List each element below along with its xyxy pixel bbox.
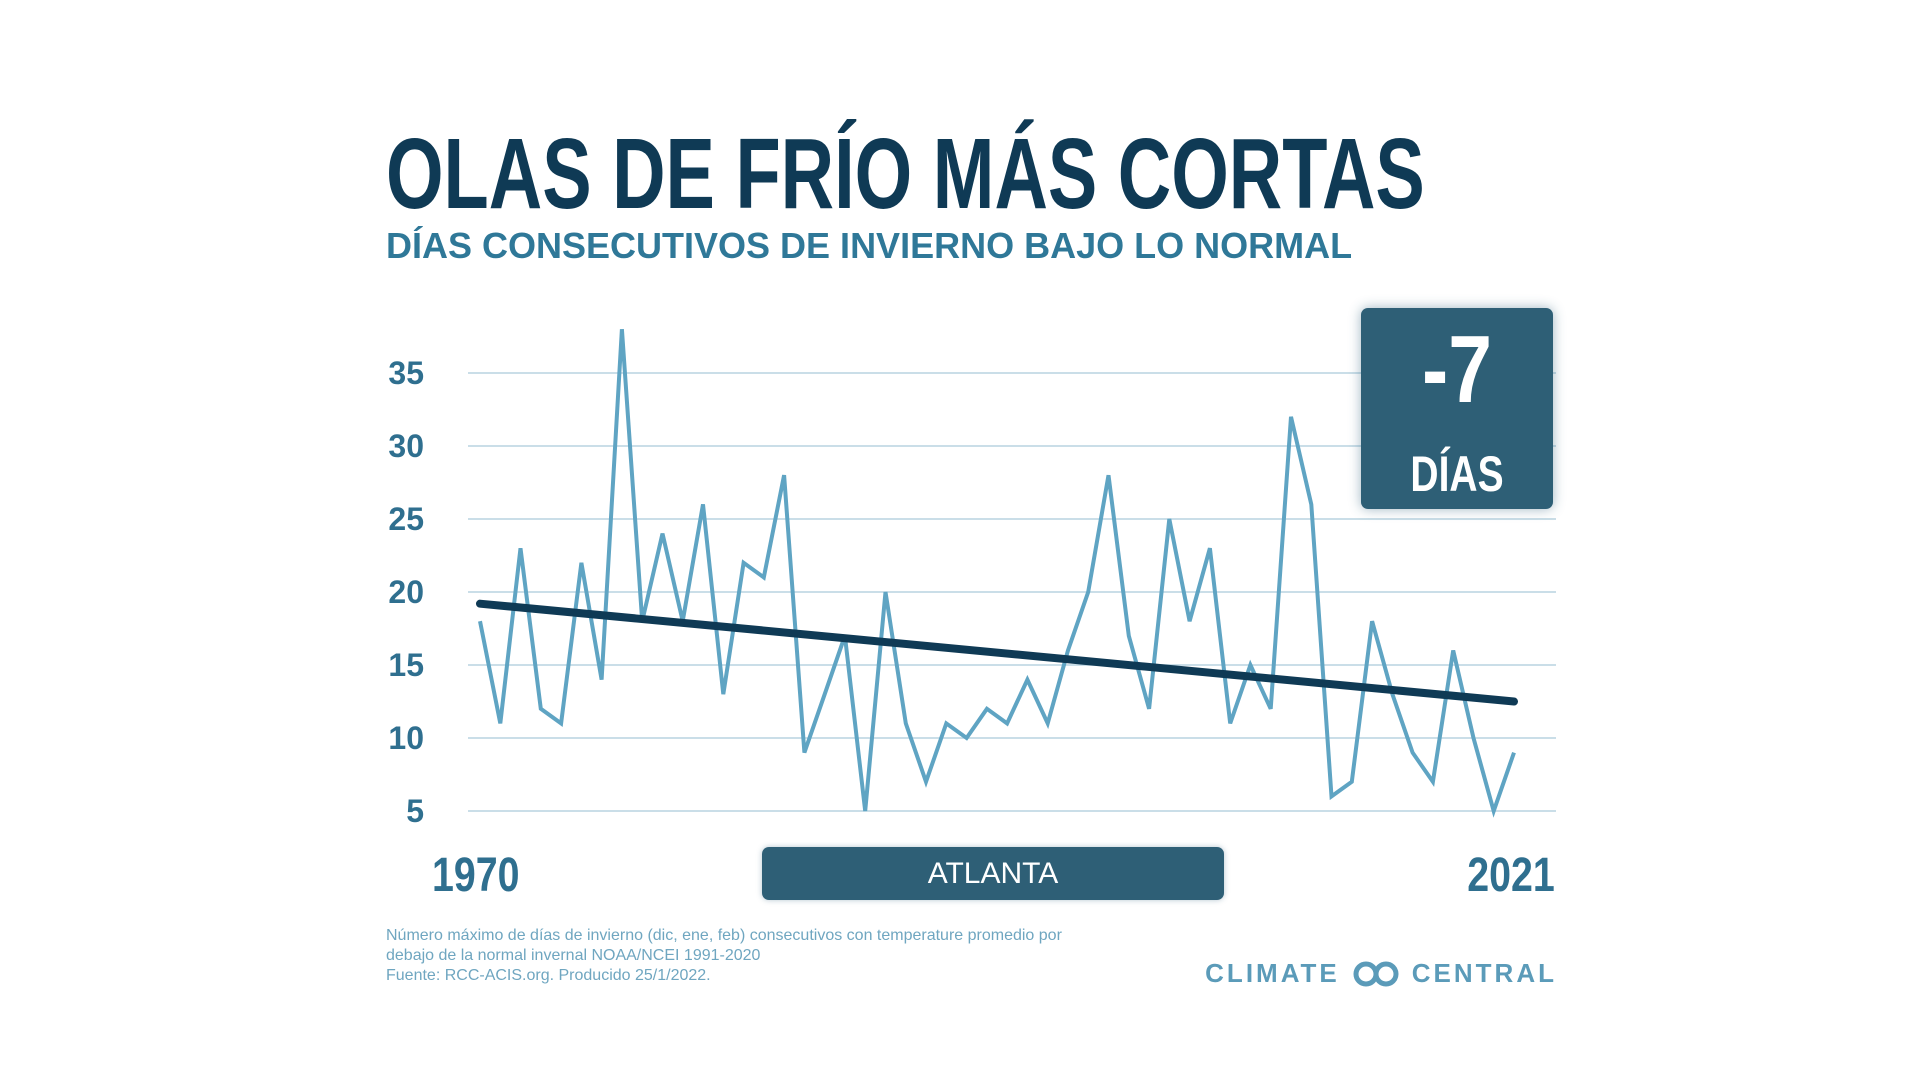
y-tick-label-35: 35 [388,355,424,391]
brand-right: CENTRAL [1411,958,1557,988]
chart-subtitle: DÍAS CONSECUTIVOS DE INVIERNO BAJO LO NO… [386,225,1353,266]
y-tick-label-30: 30 [388,428,424,464]
y-tick-label-10: 10 [388,720,424,756]
y-axis-ticks: 5 10 15 20 25 30 35 [388,355,424,829]
chart-title: OLAS DE FRÍO MÁS CORTAS [386,118,1425,230]
trend-line [476,599,1518,706]
footnote-line-2: debajo de la normal invernal NOAA/NCEI 1… [386,947,761,964]
y-tick-label-20: 20 [388,574,424,610]
location-label: ATLANTA [762,847,1224,900]
footnote-line-3: Fuente: RCC-ACIS.org. Producido 25/1/202… [386,967,711,984]
brand-left: CLIMATE [1205,958,1340,988]
badge-value: -7 [1421,316,1492,423]
x-start-label: 1970 [432,849,520,902]
series-layer [478,329,1516,818]
y-tick-label-5: 5 [406,793,424,829]
change-badge: -7 DÍAS [1361,308,1553,509]
y-tick-label-25: 25 [388,501,424,537]
footnote: Número máximo de días de invierno (dic, … [386,926,1146,986]
series-line-0 [478,329,1516,818]
linked-circles-icon [1353,961,1399,986]
climate-central-logo: CLIMATE CENTRAL [1205,958,1557,989]
x-end-label: 2021 [1467,849,1555,902]
trend-layer [476,599,1518,706]
badge-unit: DÍAS [1410,446,1504,502]
footnote-line-1: Número máximo de días de invierno (dic, … [386,927,1062,944]
y-tick-label-15: 15 [388,647,424,683]
